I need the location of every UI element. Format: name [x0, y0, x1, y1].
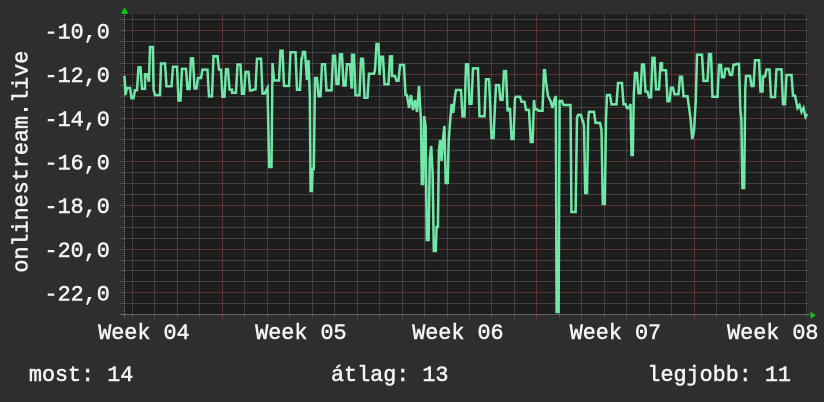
svg-text:-10,0: -10,0	[45, 20, 110, 45]
svg-text:Week 07: Week 07	[570, 321, 661, 346]
svg-text:-12,0: -12,0	[45, 64, 110, 89]
svg-text:átlag: 13: átlag: 13	[331, 363, 448, 388]
svg-text:most: 14: most: 14	[29, 363, 133, 388]
svg-text:-16,0: -16,0	[45, 152, 110, 177]
svg-text:legjobb: 11: legjobb: 11	[647, 363, 791, 388]
svg-text:-18,0: -18,0	[45, 195, 110, 220]
svg-text:-22,0: -22,0	[45, 283, 110, 308]
svg-text:-14,0: -14,0	[45, 108, 110, 133]
svg-text:Week 08: Week 08	[727, 321, 818, 346]
svg-text:Week 06: Week 06	[412, 321, 503, 346]
svg-text:onlinestream.live: onlinestream.live	[10, 51, 35, 273]
svg-text:Week 04: Week 04	[98, 321, 189, 346]
svg-text:-20,0: -20,0	[45, 239, 110, 264]
svg-text:Week 05: Week 05	[255, 321, 346, 346]
